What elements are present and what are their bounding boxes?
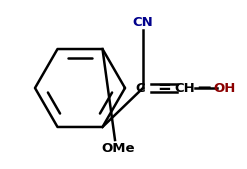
- Text: OMe: OMe: [101, 141, 135, 154]
- Text: CH: CH: [175, 81, 195, 94]
- Text: —: —: [197, 81, 210, 94]
- Text: OH: OH: [214, 81, 236, 94]
- Text: C: C: [135, 81, 145, 94]
- Text: =: =: [157, 79, 171, 97]
- Text: CN: CN: [133, 16, 153, 29]
